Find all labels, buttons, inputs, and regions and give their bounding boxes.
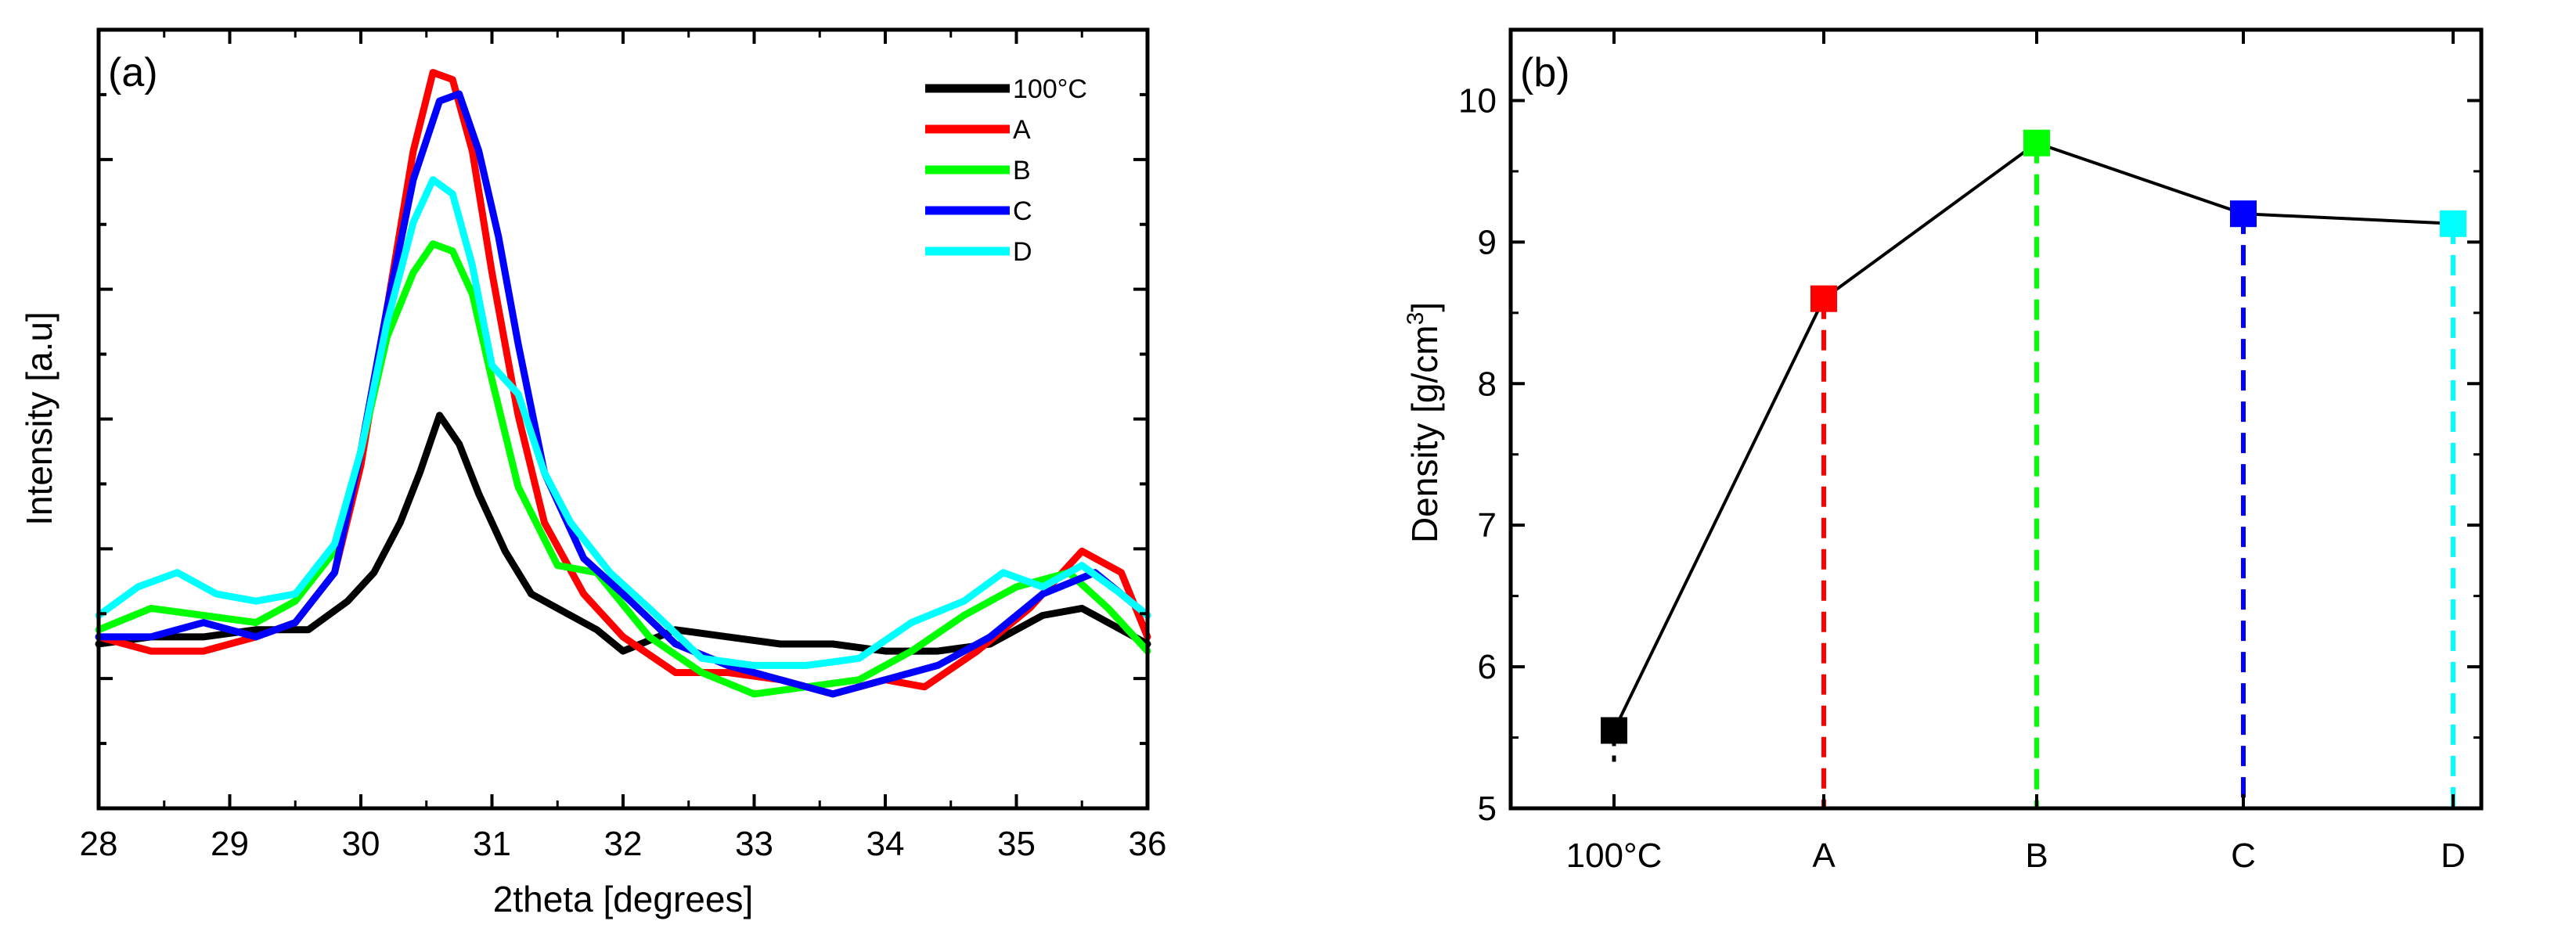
panel-b-ticks: 5 6 7 8 9 10 100°C A B C D [1458,30,2481,875]
y-tick-label: 9 [1478,223,1497,261]
density-trend-line [1612,141,2454,732]
x-tick-label: 32 [604,825,643,863]
x-tick-label: 33 [735,825,773,863]
xrd-series-line-5 [95,176,1151,669]
legend-label-5: D [1013,237,1032,267]
xrd-series-group [95,69,1151,698]
x-category-label-2: A [1812,836,1836,875]
xrd-series-line-3 [95,240,1151,698]
panel-a-frame [96,27,1150,811]
x-category-label-4: C [2231,836,2256,875]
panel-b-y-axis-title-main: Density [g/cm [1404,325,1445,543]
y-tick-label: 6 [1478,648,1497,686]
density-marker-3 [2023,129,2050,156]
x-tick-label: 30 [342,825,380,863]
panel-b-density-chart: 5 6 7 8 9 10 100°C A B C D (b) Density [g/cm3] [1403,27,2484,875]
density-marker-2 [1810,285,1837,312]
panel-a-x-axis-title: 2theta [degrees] [493,879,753,919]
density-dropdown-lines [1612,142,2455,808]
legend-label-1: 100°C [1013,74,1087,104]
panel-b-y-axis-title-sup: 3 [1403,312,1429,326]
panel-a-ticks: 28 29 30 31 32 33 34 35 36 [80,30,1167,863]
density-marker-5 [2440,210,2466,237]
x-tick-label: 28 [80,825,118,863]
legend-label-3: B [1013,156,1031,185]
panel-b-y-axis-title: Density [g/cm3] [1403,302,1445,543]
y-tick-label: 7 [1478,506,1497,545]
x-tick-label: 34 [866,825,905,863]
panel-b-frame [1508,27,2484,811]
x-tick-label: 31 [473,825,511,863]
xrd-series-line-4 [95,90,1151,698]
legend-label-4: C [1013,196,1032,226]
y-tick-label: 8 [1478,365,1497,403]
panel-b-label: (b) [1520,50,1570,95]
density-markers [1601,129,2466,744]
x-tick-label: 36 [1129,825,1167,863]
density-connecting-line [1612,141,2454,732]
x-category-label-3: B [2025,836,2048,875]
y-tick-label: 5 [1478,790,1497,828]
panel-a-y-axis-title: Intensity [a.u] [19,311,59,526]
xrd-series-line-1 [95,412,1151,655]
x-tick-label: 29 [211,825,249,863]
x-category-label-5: D [2441,836,2466,875]
y-tick-label: 10 [1458,81,1497,120]
panel-b-y-axis-title-end: ] [1404,302,1445,312]
density-marker-4 [2230,200,2257,228]
panel-a-label: (a) [108,50,158,95]
density-marker-1 [1601,717,1627,744]
x-tick-label: 35 [997,825,1036,863]
x-category-label-1: 100°C [1566,836,1663,875]
legend-label-2: A [1013,115,1031,145]
